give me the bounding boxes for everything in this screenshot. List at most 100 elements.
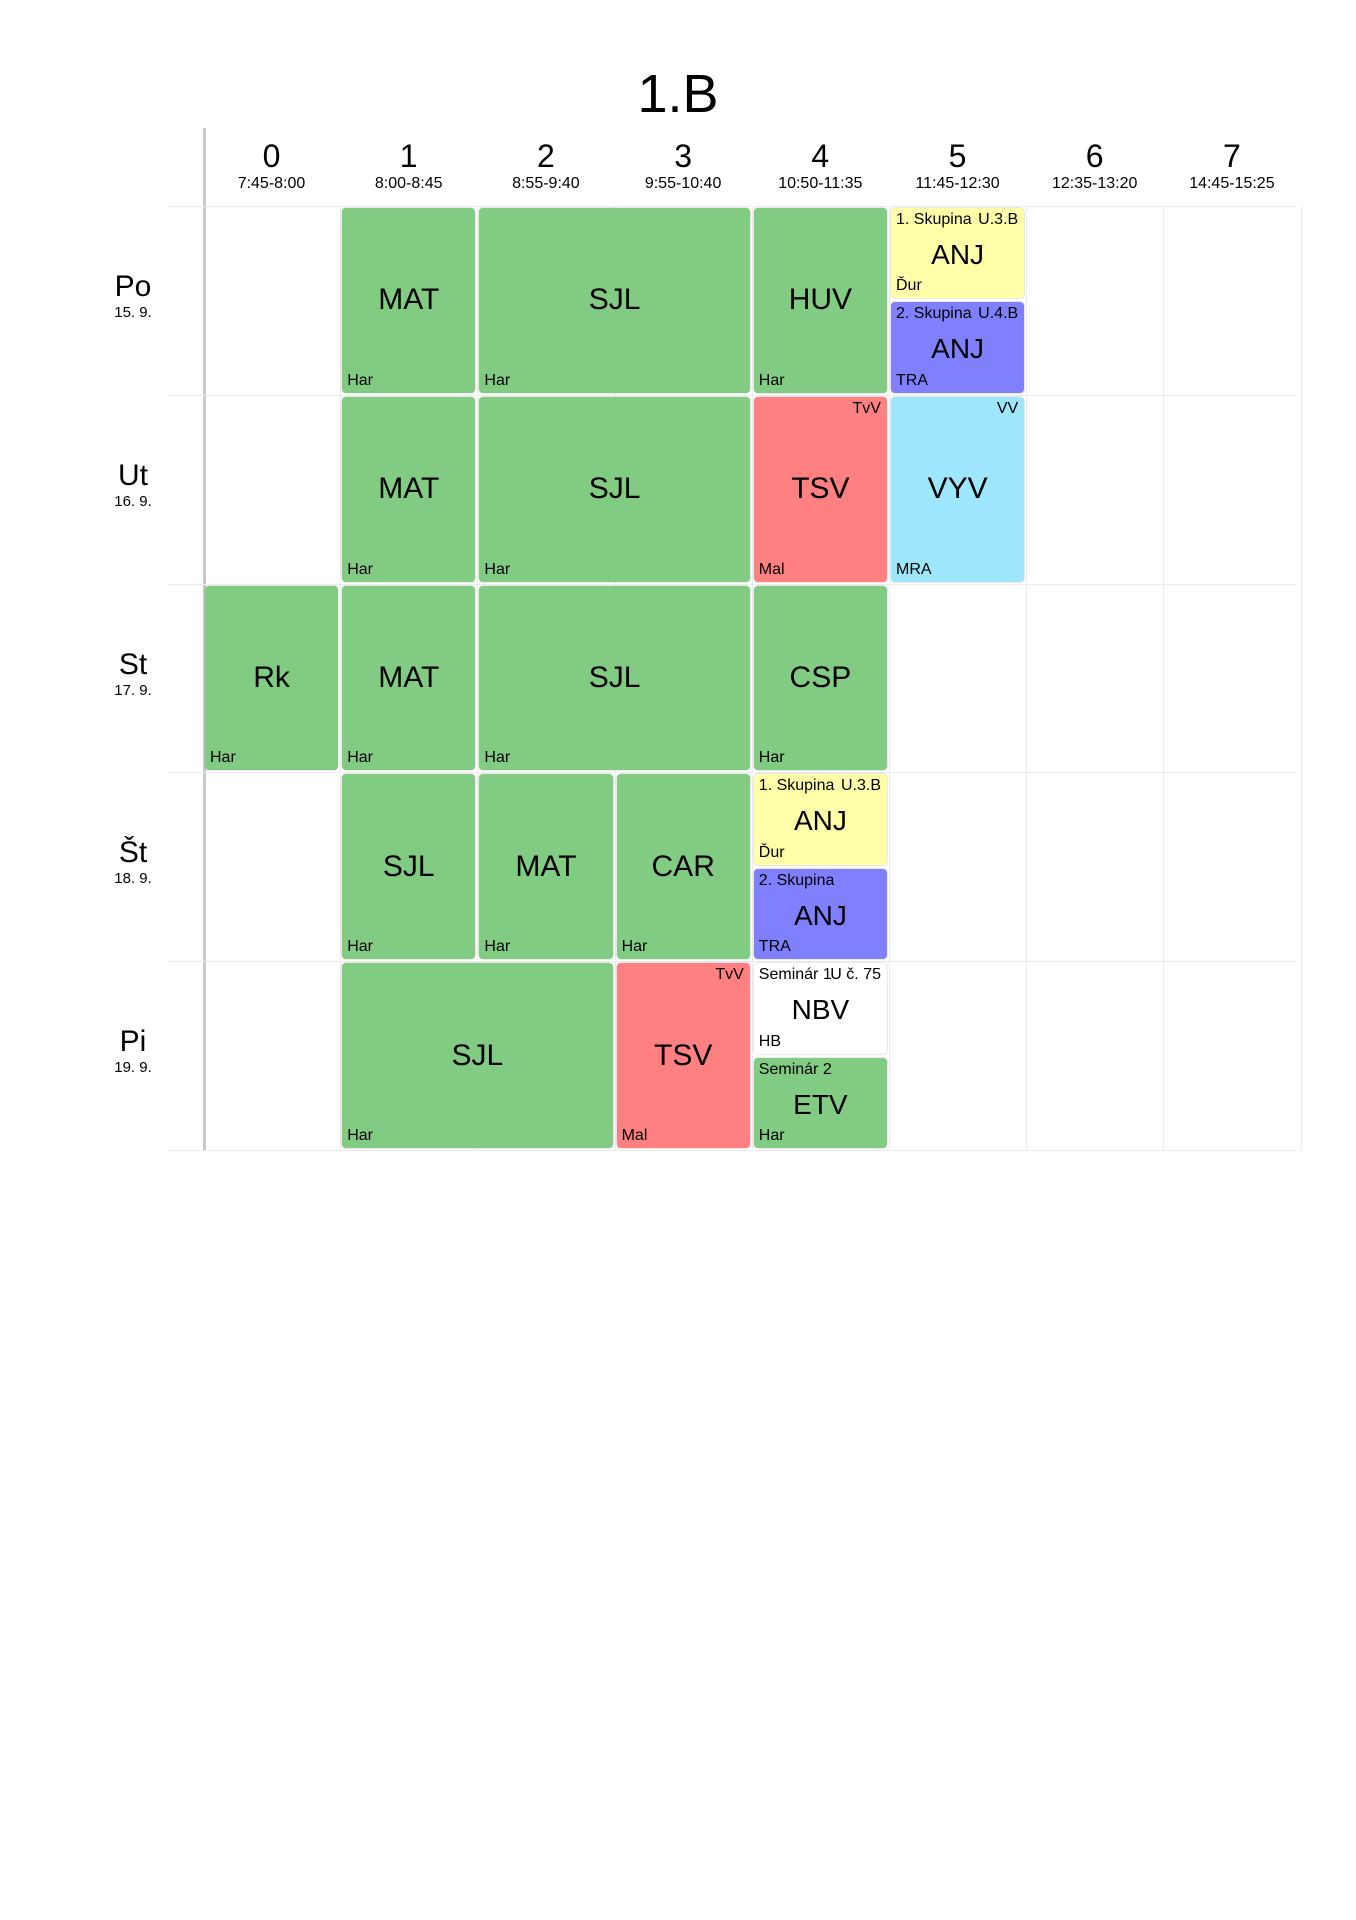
- lesson-subject: MAT: [515, 849, 577, 883]
- lesson-teacher: Har: [210, 749, 236, 767]
- lesson-teacher: Har: [347, 749, 373, 767]
- period-number: 5: [948, 138, 967, 174]
- lesson-subject: CAR: [651, 849, 715, 883]
- grid-row-line: [168, 772, 1296, 774]
- period-time: 8:00-8:45: [374, 175, 443, 192]
- lesson-teacher: TRA: [896, 371, 928, 389]
- lesson-subject: MAT: [378, 660, 440, 694]
- lesson-teacher: Har: [758, 371, 785, 389]
- lesson-group: 2. Skupina: [758, 871, 835, 889]
- lesson-teacher: HB: [758, 1032, 782, 1050]
- period-2: 2 8:55-9:40: [477, 138, 614, 194]
- lesson-group: 1. Skupina: [758, 777, 835, 795]
- lesson-teacher: Har: [484, 371, 511, 389]
- lesson-teacher: Mal: [758, 560, 785, 578]
- lesson-mat[interactable]: MAT Har: [479, 774, 613, 960]
- period-7: 7 14:45-15:25: [1163, 138, 1300, 194]
- grid-col-line: [1026, 206, 1028, 1150]
- grid-col-line: [1300, 206, 1302, 1150]
- lesson-tsv[interactable]: TSV Mal TvV: [753, 396, 887, 582]
- grid-row-line: [168, 583, 1296, 585]
- lesson-subject: SJL: [451, 1038, 504, 1072]
- period-number: 0: [262, 138, 281, 174]
- period-0: 0 7:45-8:00: [203, 138, 340, 194]
- lesson-subject: MAT: [378, 283, 440, 317]
- lesson-teacher: MRA: [896, 560, 932, 578]
- lesson-subject: SJL: [588, 472, 641, 506]
- lesson-group: 2. Skupina: [896, 305, 972, 323]
- lesson-anj[interactable]: ANJ Ďur 1. Skupina U.3.B: [891, 208, 1025, 299]
- lesson-room: TvV: [715, 966, 744, 984]
- lesson-tsv[interactable]: TSV Mal TvV: [616, 963, 750, 1148]
- lesson-huv[interactable]: HUV Har: [753, 208, 887, 393]
- lesson-car[interactable]: CAR Har: [616, 774, 750, 960]
- grid-row-line: [168, 206, 1296, 207]
- lesson-mat[interactable]: MAT Har: [342, 585, 476, 771]
- lesson-subject: Rk: [253, 660, 290, 694]
- period-number: 6: [1085, 138, 1104, 174]
- grid-col-line: [889, 206, 890, 1150]
- period-time: 10:50-11:35: [778, 175, 863, 192]
- period-6: 6 12:35-13:20: [1026, 138, 1163, 194]
- lesson-subject: ANJ: [931, 333, 985, 365]
- period-3: 3 9:55-10:40: [615, 138, 752, 194]
- period-time: 11:45-12:30: [915, 175, 1000, 192]
- lesson-subject: TSV: [791, 472, 850, 506]
- period-time: 8:55-9:40: [512, 175, 580, 192]
- day-date: 18. 9.: [114, 870, 152, 888]
- day-1: Ut 16. 9.: [80, 459, 186, 511]
- lesson-mat[interactable]: MAT Har: [342, 208, 476, 393]
- lesson-sjl[interactable]: SJL Har: [342, 774, 476, 960]
- lesson-subject: VYV: [927, 472, 988, 506]
- lesson-teacher: Har: [484, 749, 511, 767]
- lesson-subject: ANJ: [793, 805, 847, 837]
- lesson-teacher: TRA: [758, 938, 791, 956]
- grid-row-line: [168, 961, 1296, 963]
- lesson-sjl[interactable]: SJL Har: [342, 963, 613, 1148]
- lesson-teacher: Har: [484, 938, 511, 956]
- lesson-subject: SJL: [588, 660, 641, 694]
- grid-col-line: [340, 206, 342, 1150]
- day-name: St: [118, 647, 148, 681]
- day-0: Po 15. 9.: [80, 270, 186, 322]
- lesson-vyv[interactable]: VYV MRA VV: [891, 396, 1025, 582]
- period-5: 5 11:45-12:30: [889, 138, 1026, 194]
- lesson-anj[interactable]: ANJ Ďur 1. Skupina U.3.B: [753, 774, 887, 865]
- lesson-anj[interactable]: ANJ TRA 2. Skupina U.4.B: [891, 302, 1025, 393]
- lesson-etv[interactable]: ETV Har Seminár 2: [753, 1057, 887, 1148]
- day-4: Pi 19. 9.: [80, 1025, 186, 1077]
- period-number: 3: [674, 138, 692, 174]
- grid-row-line: [168, 394, 1296, 396]
- lesson-sjl[interactable]: SJL Har: [479, 208, 750, 393]
- lesson-teacher: Ďur: [896, 277, 922, 295]
- lesson-room: TvV: [852, 399, 881, 417]
- lesson-mat[interactable]: MAT Har: [342, 396, 476, 582]
- lesson-sjl[interactable]: SJL Har: [479, 396, 750, 582]
- period-number: 2: [536, 138, 555, 174]
- period-time: 9:55-10:40: [644, 175, 722, 192]
- lesson-anj[interactable]: ANJ TRA 2. Skupina: [753, 868, 887, 960]
- lesson-subject: NBV: [791, 994, 850, 1026]
- lesson-subject: TSV: [654, 1038, 713, 1072]
- lesson-room: U č. 75: [830, 966, 881, 984]
- lesson-teacher: Ďur: [758, 843, 785, 861]
- grid-col-line: [477, 206, 479, 1150]
- day-3: Št 18. 9.: [80, 836, 186, 888]
- lesson-rk[interactable]: Rk Har: [205, 585, 339, 771]
- lesson-room: U.4.B: [978, 305, 1019, 323]
- lesson-csp[interactable]: CSP Har: [753, 585, 887, 771]
- lesson-teacher: Har: [484, 560, 511, 578]
- period-time: 12:35-13:20: [1051, 175, 1138, 192]
- day-name: Pi: [119, 1025, 147, 1059]
- lesson-group: Seminár 1: [758, 966, 832, 984]
- lesson-teacher: Har: [758, 1126, 785, 1144]
- lesson-sjl[interactable]: SJL Har: [479, 585, 750, 771]
- period-time: 14:45-15:25: [1189, 175, 1275, 192]
- lesson-subject: CSP: [789, 660, 852, 694]
- lesson-teacher: Har: [347, 1126, 373, 1144]
- period-number: 7: [1222, 138, 1241, 174]
- lesson-teacher: Mal: [621, 1126, 648, 1144]
- lesson-teacher: Har: [621, 938, 648, 956]
- lesson-subject: SJL: [588, 283, 641, 317]
